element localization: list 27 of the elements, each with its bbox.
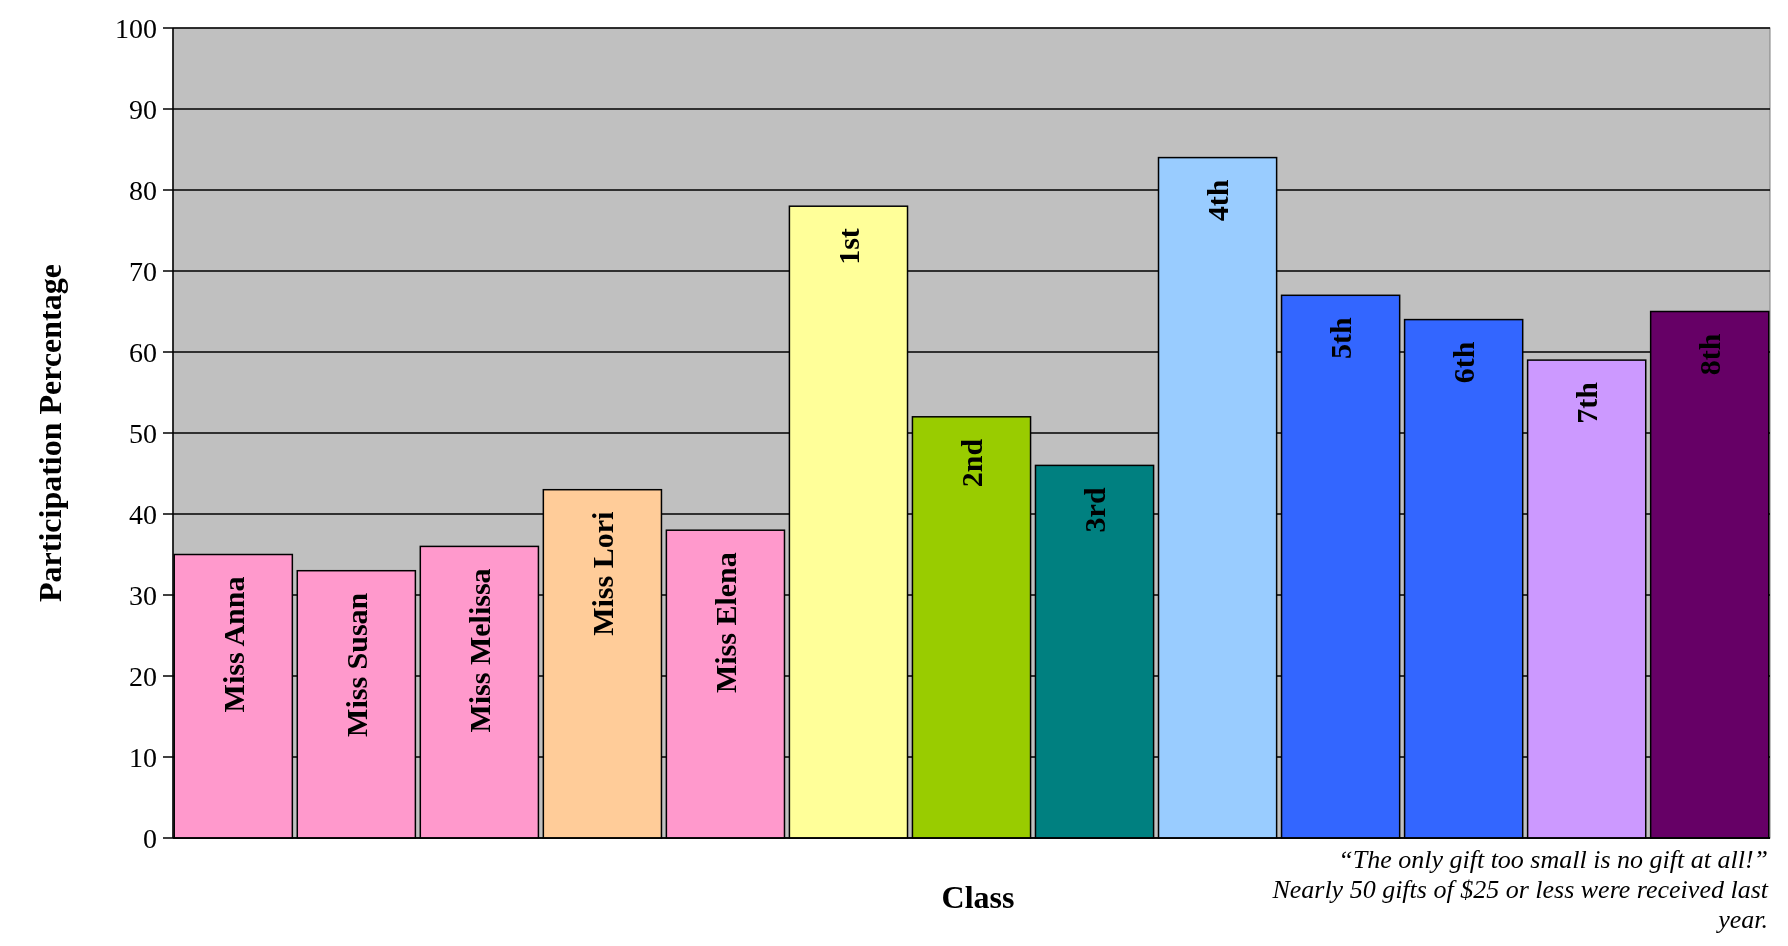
x-tick-label: 7th bbox=[1570, 381, 1604, 424]
text: “The only gift too small is no gift at all!” Nearly 50 gifts of $25 or less were received last year. bbox=[1271, 845, 1769, 934]
x-tick-label: 1st bbox=[831, 228, 865, 265]
x-tick-label: 8th bbox=[1693, 333, 1727, 376]
x-tick-label: 5th bbox=[1324, 317, 1358, 359]
x-tick-label: 3rd bbox=[1078, 487, 1112, 533]
y-tick-label: 100 bbox=[115, 12, 157, 44]
x-tick-label: Miss Melissa bbox=[462, 568, 496, 733]
y-tick-label: 90 bbox=[129, 93, 157, 125]
x-tick-label: Miss Elena bbox=[708, 552, 742, 694]
x-tick-label: 2nd bbox=[955, 438, 988, 488]
x-tick-label: Miss Lori bbox=[585, 511, 619, 636]
y-tick-label: 60 bbox=[129, 336, 157, 368]
x-tick-label: Miss Anna bbox=[216, 576, 250, 713]
y-axis-title: Participation Percentage bbox=[32, 264, 68, 602]
y-tick-label: 30 bbox=[129, 579, 157, 611]
y-tick-label: 20 bbox=[129, 660, 157, 692]
y-tick-label: 40 bbox=[129, 498, 157, 530]
x-tick-label: Miss Susan bbox=[339, 592, 373, 737]
y-tick-label: 0 bbox=[143, 822, 157, 854]
x-axis-title: Class bbox=[941, 879, 1015, 915]
y-tick-label: 70 bbox=[129, 255, 157, 287]
y-tick-label: 50 bbox=[129, 417, 157, 449]
x-tick-label: 4th bbox=[1201, 179, 1235, 222]
y-tick-label: 10 bbox=[129, 741, 157, 773]
y-tick-label: 80 bbox=[129, 174, 157, 206]
x-tick-label: 6th bbox=[1447, 341, 1481, 384]
